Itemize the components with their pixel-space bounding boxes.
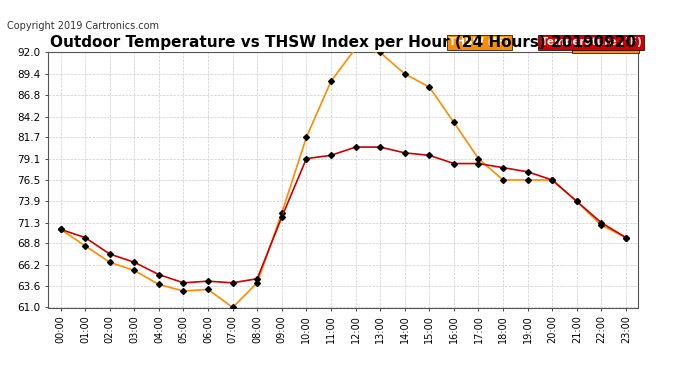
- Text: Copyright 2019 Cartronics.com: Copyright 2019 Cartronics.com: [7, 21, 159, 31]
- Text: Temperature (°F): Temperature (°F): [541, 38, 642, 47]
- Text: THSW (°F): THSW (°F): [449, 38, 510, 47]
- Text: THSW (°F): THSW (°F): [575, 40, 635, 50]
- Title: Outdoor Temperature vs THSW Index per Hour (24 Hours) 20190920: Outdoor Temperature vs THSW Index per Ho…: [50, 35, 636, 50]
